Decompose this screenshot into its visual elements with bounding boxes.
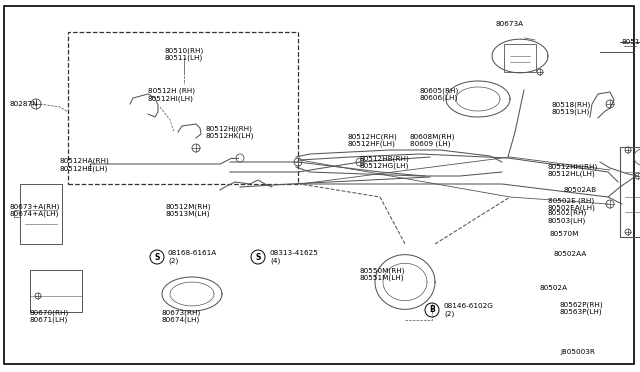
Bar — [504, 44, 536, 72]
Text: 80605(RH)
80606(LH): 80605(RH) 80606(LH) — [420, 87, 460, 101]
Text: 80510(RH)
80511(LH): 80510(RH) 80511(LH) — [164, 47, 204, 61]
Text: 80609 (LH): 80609 (LH) — [410, 141, 451, 147]
Text: 80673+A(RH)
80674+A(LH): 80673+A(RH) 80674+A(LH) — [10, 203, 60, 217]
Text: 80608M(RH): 80608M(RH) — [410, 134, 456, 140]
Text: S: S — [154, 253, 160, 262]
Bar — [68, 32, 298, 184]
Text: 80512HB(RH)
80512HG(LH): 80512HB(RH) 80512HG(LH) — [360, 155, 410, 169]
Text: 80512HH(RH)
80512HL(LH): 80512HH(RH) 80512HL(LH) — [548, 163, 598, 177]
Text: 80670(RH)
80671(LH): 80670(RH) 80671(LH) — [30, 309, 69, 323]
Bar — [620, 147, 640, 237]
Text: 80502E (RH)
80502EA(LH): 80502E (RH) 80502EA(LH) — [548, 197, 596, 211]
Text: 08313-41625
(4): 08313-41625 (4) — [270, 250, 319, 264]
Text: 80502AB: 80502AB — [564, 187, 597, 193]
Text: 08146-6102G
(2): 08146-6102G (2) — [444, 303, 494, 317]
Text: 80502AA: 80502AA — [554, 251, 588, 257]
Text: 80673A: 80673A — [496, 21, 524, 27]
Text: 80502A: 80502A — [540, 285, 568, 291]
Text: J805003R: J805003R — [560, 349, 595, 355]
Text: 80512HA(RH)
80512HE(LH): 80512HA(RH) 80512HE(LH) — [60, 158, 109, 172]
Text: S: S — [255, 253, 260, 262]
Text: 08168-6161A
(2): 08168-6161A (2) — [168, 250, 217, 264]
Text: 80518(RH)
80519(LH): 80518(RH) 80519(LH) — [552, 101, 591, 115]
Text: 80502(RH)
80503(LH): 80502(RH) 80503(LH) — [548, 210, 588, 224]
Text: B: B — [429, 305, 435, 314]
Text: 80512HF(LH): 80512HF(LH) — [348, 141, 396, 147]
Bar — [30, 270, 82, 312]
Text: 80287N: 80287N — [10, 101, 38, 107]
Text: 80512HJ(RH)
80512HK(LH): 80512HJ(RH) 80512HK(LH) — [205, 125, 253, 139]
Text: 80673(RH)
80674(LH): 80673(RH) 80674(LH) — [162, 309, 201, 323]
Bar — [20, 184, 62, 244]
Text: 80570M: 80570M — [550, 231, 579, 237]
Text: 80512H (RH)
80512HI(LH): 80512H (RH) 80512HI(LH) — [148, 88, 195, 102]
Text: 80512HC(RH): 80512HC(RH) — [348, 134, 397, 140]
Text: 80512M(RH)
80513M(LH): 80512M(RH) 80513M(LH) — [165, 203, 211, 217]
Text: 80515(LH): 80515(LH) — [622, 39, 640, 45]
Text: 80562P(RH)
80563P(LH): 80562P(RH) 80563P(LH) — [560, 301, 604, 315]
Text: 80550M(RH)
80551M(LH): 80550M(RH) 80551M(LH) — [360, 267, 406, 281]
